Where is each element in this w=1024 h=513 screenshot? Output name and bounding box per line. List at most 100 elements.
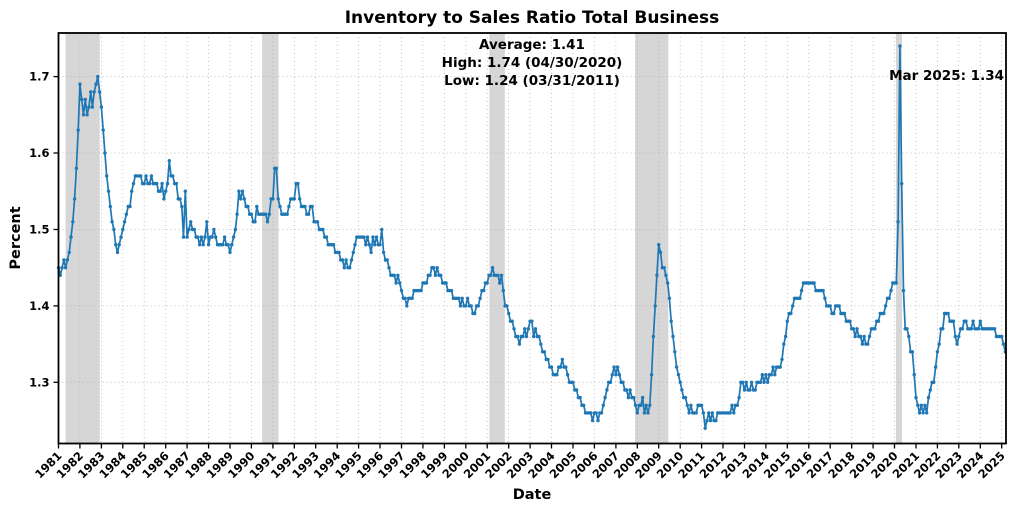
data-point-marker: [371, 235, 375, 239]
data-point-marker: [855, 327, 859, 331]
x-axis-label: Date: [513, 487, 552, 503]
data-point-marker: [112, 227, 116, 232]
data-point-marker: [499, 273, 504, 277]
data-point-marker: [699, 403, 704, 407]
data-point-marker: [349, 258, 354, 262]
data-point-marker: [782, 342, 786, 346]
data-point-marker: [571, 380, 575, 384]
data-point-marker: [444, 281, 448, 285]
data-point-marker: [239, 197, 243, 201]
data-point-marker: [340, 258, 345, 262]
data-point-marker: [287, 204, 291, 209]
data-point-marker: [683, 395, 688, 400]
data-point-marker: [115, 250, 120, 255]
data-point-marker: [976, 327, 981, 331]
data-point-marker: [344, 258, 348, 262]
data-point-marker: [174, 181, 179, 186]
data-point-marker: [549, 365, 554, 369]
data-point-marker: [737, 395, 741, 400]
data-point-marker: [640, 395, 645, 400]
data-point-marker: [730, 403, 734, 407]
data-point-marker: [155, 181, 159, 186]
data-point-marker: [887, 296, 891, 300]
data-point-marker: [905, 327, 909, 331]
data-point-marker: [385, 258, 389, 262]
data-point-marker: [72, 197, 77, 201]
data-point-marker: [428, 273, 432, 277]
data-point-marker: [578, 395, 582, 400]
data-point-marker: [63, 266, 68, 270]
data-point-marker: [992, 327, 997, 331]
y-tick-label: 1.5: [29, 223, 49, 237]
data-point-marker: [574, 388, 579, 392]
data-point-marker: [744, 380, 748, 384]
data-point-marker: [644, 403, 648, 407]
data-point-marker: [612, 365, 616, 369]
y-axis-label: Percent: [8, 206, 24, 269]
data-point-marker: [365, 235, 370, 239]
data-point-marker: [832, 311, 836, 316]
data-point-marker: [515, 334, 520, 339]
data-point-marker: [749, 380, 754, 384]
data-point-marker: [610, 373, 614, 377]
data-point-marker: [521, 334, 525, 339]
data-point-marker: [907, 334, 911, 339]
data-point-marker: [671, 334, 675, 339]
data-point-marker: [403, 296, 407, 300]
data-point-marker: [65, 258, 70, 262]
data-point-marker: [664, 273, 668, 277]
data-point-marker: [853, 334, 857, 339]
data-point-marker: [608, 380, 613, 384]
data-point-marker: [883, 304, 888, 308]
data-point-marker: [381, 250, 386, 255]
data-point-marker: [710, 411, 714, 415]
data-point-marker: [271, 197, 275, 201]
data-point-marker: [923, 403, 927, 407]
data-point-marker: [823, 296, 827, 300]
data-point-marker: [160, 181, 164, 186]
data-point-marker: [582, 403, 586, 407]
data-point-marker: [926, 395, 931, 400]
data-point-marker: [373, 243, 377, 247]
data-point-marker: [735, 403, 739, 407]
data-point-marker: [928, 388, 932, 392]
data-point-marker: [773, 373, 777, 377]
annotation-high: High: 1.74 (04/30/2020): [442, 55, 623, 71]
data-point-marker: [635, 411, 639, 415]
data-point-marker: [399, 288, 404, 293]
data-point-marker: [233, 227, 238, 232]
data-point-marker: [678, 380, 682, 384]
data-point-marker: [1000, 334, 1004, 339]
data-point-marker: [183, 189, 187, 193]
data-point-marker: [964, 319, 968, 323]
data-point-marker: [197, 243, 202, 247]
plot-area: 1981198219831984198519861987198819891990…: [29, 32, 1008, 481]
data-point-marker: [221, 243, 225, 247]
data-point-marker: [748, 388, 752, 392]
data-point-marker: [264, 212, 268, 216]
data-point-marker: [76, 128, 80, 132]
data-point-marker: [555, 373, 559, 377]
data-point-marker: [331, 243, 336, 247]
data-point-marker: [828, 304, 832, 308]
data-point-marker: [526, 327, 530, 331]
data-point-marker: [139, 174, 143, 178]
data-point-marker: [530, 319, 534, 323]
data-point-marker: [274, 166, 279, 170]
data-point-marker: [778, 365, 782, 369]
data-point-marker: [201, 243, 205, 247]
data-point-marker: [337, 250, 341, 255]
data-point-marker: [919, 403, 923, 407]
data-point-marker: [941, 327, 945, 331]
data-point-marker: [124, 212, 129, 216]
data-point-marker: [512, 327, 516, 331]
data-point-marker: [165, 181, 170, 186]
data-point-marker: [185, 235, 189, 239]
data-point-marker: [658, 250, 663, 255]
data-point-marker: [253, 220, 257, 224]
data-point-marker: [369, 250, 373, 255]
data-point-marker: [812, 281, 816, 285]
data-point-marker: [791, 304, 795, 308]
data-point-marker: [192, 227, 196, 232]
data-point-marker: [955, 342, 959, 346]
